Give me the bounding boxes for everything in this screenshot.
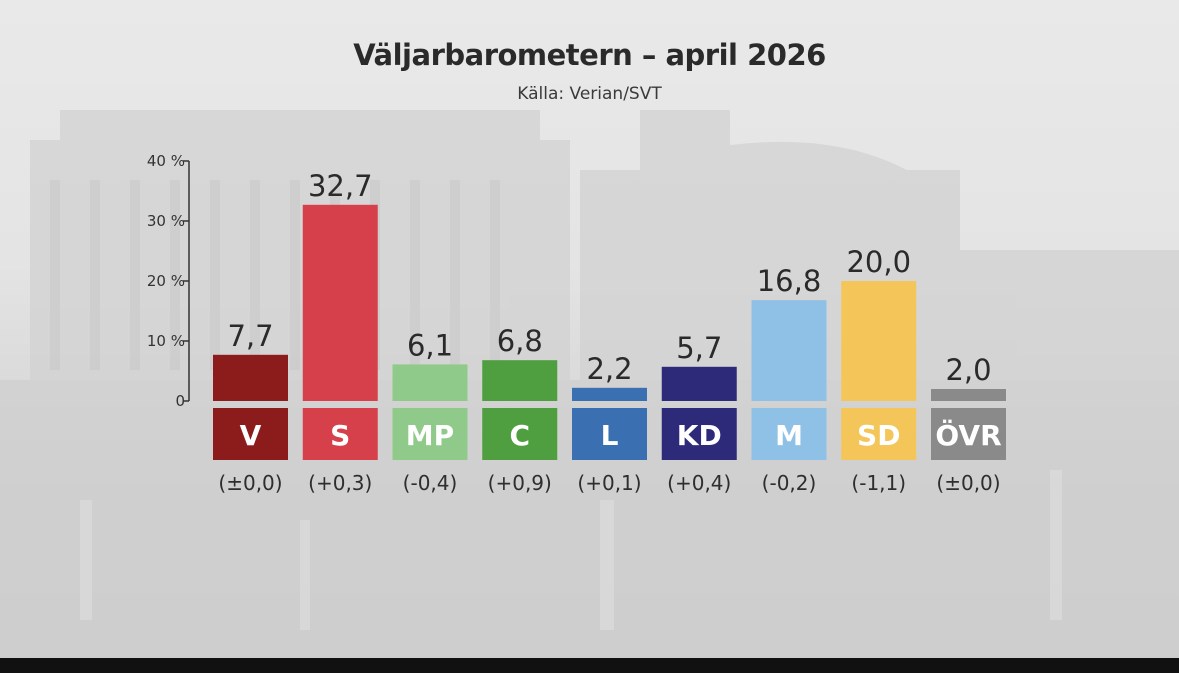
bar-chart: 0 10 % 20 % 30 % 40 % 7,7 V (±0,0) 32,7 S (+0,3) 6… — [147, 152, 1006, 495]
bar — [661, 366, 737, 401]
bar-value-label: 6,8 — [497, 324, 543, 358]
party-label: M — [775, 419, 803, 452]
bar-value-label: 7,7 — [227, 319, 273, 353]
party-label-box — [661, 408, 737, 460]
party-label-box — [841, 408, 917, 460]
bar-value-label: 2,0 — [945, 353, 991, 387]
party-label: C — [509, 419, 530, 452]
party-label: SD — [857, 419, 900, 452]
y-tick-label: 30 % — [147, 212, 185, 230]
bar-value-label: 5,7 — [676, 331, 722, 365]
change-label: (±0,0) — [936, 471, 1000, 495]
background-parliament-photo — [0, 0, 1179, 658]
chart-title: Väljarbarometern – april 2026 — [353, 38, 826, 72]
change-label: (-0,4) — [403, 471, 458, 495]
bar — [751, 300, 827, 401]
bottom-strip — [0, 658, 1179, 673]
bar — [572, 387, 647, 401]
y-tick-label: 10 % — [147, 332, 185, 350]
chart-subtitle: Källa: Verian/SVT — [517, 84, 662, 104]
party-label: L — [601, 419, 619, 452]
party-label-box — [392, 408, 468, 460]
change-label: (+0,4) — [667, 471, 731, 495]
bar-value-label: 6,1 — [407, 328, 453, 362]
party-label: V — [240, 419, 262, 452]
y-tick-label: 20 % — [147, 272, 185, 290]
party-label-box — [482, 408, 558, 460]
party-label: ÖVR — [935, 418, 1001, 452]
party-label-box — [572, 408, 647, 460]
bar — [302, 204, 378, 401]
bar — [482, 360, 558, 401]
change-label: (-1,1) — [851, 471, 906, 495]
change-label: (-0,2) — [762, 471, 817, 495]
party-label: MP — [406, 419, 454, 452]
bar — [392, 364, 468, 401]
bar — [213, 354, 288, 401]
y-tick-label: 0 — [175, 392, 185, 410]
bar-value-label: 16,8 — [757, 264, 822, 298]
y-axis: 0 10 % 20 % 30 % 40 % — [147, 152, 190, 410]
bar-value-label: 32,7 — [308, 169, 373, 203]
party-label: KD — [677, 419, 722, 452]
change-label: (+0,9) — [488, 471, 552, 495]
bar — [841, 281, 917, 401]
change-label: (+0,3) — [308, 471, 372, 495]
change-label: (±0,0) — [218, 471, 282, 495]
party-label: S — [330, 419, 350, 452]
bar-value-label: 2,2 — [586, 352, 632, 386]
y-tick-label: 40 % — [147, 152, 185, 170]
change-label: (+0,1) — [577, 471, 641, 495]
bar — [931, 389, 1006, 401]
bars: 7,7 V (±0,0) 32,7 S (+0,3) 6,1 MP (-0,4) 6,8 C (+0,… — [213, 169, 1006, 495]
party-label-box — [302, 408, 378, 460]
party-label-box — [213, 408, 288, 460]
bar-value-label: 20,0 — [846, 245, 911, 279]
party-label-box — [931, 408, 1006, 460]
party-label-box — [751, 408, 827, 460]
